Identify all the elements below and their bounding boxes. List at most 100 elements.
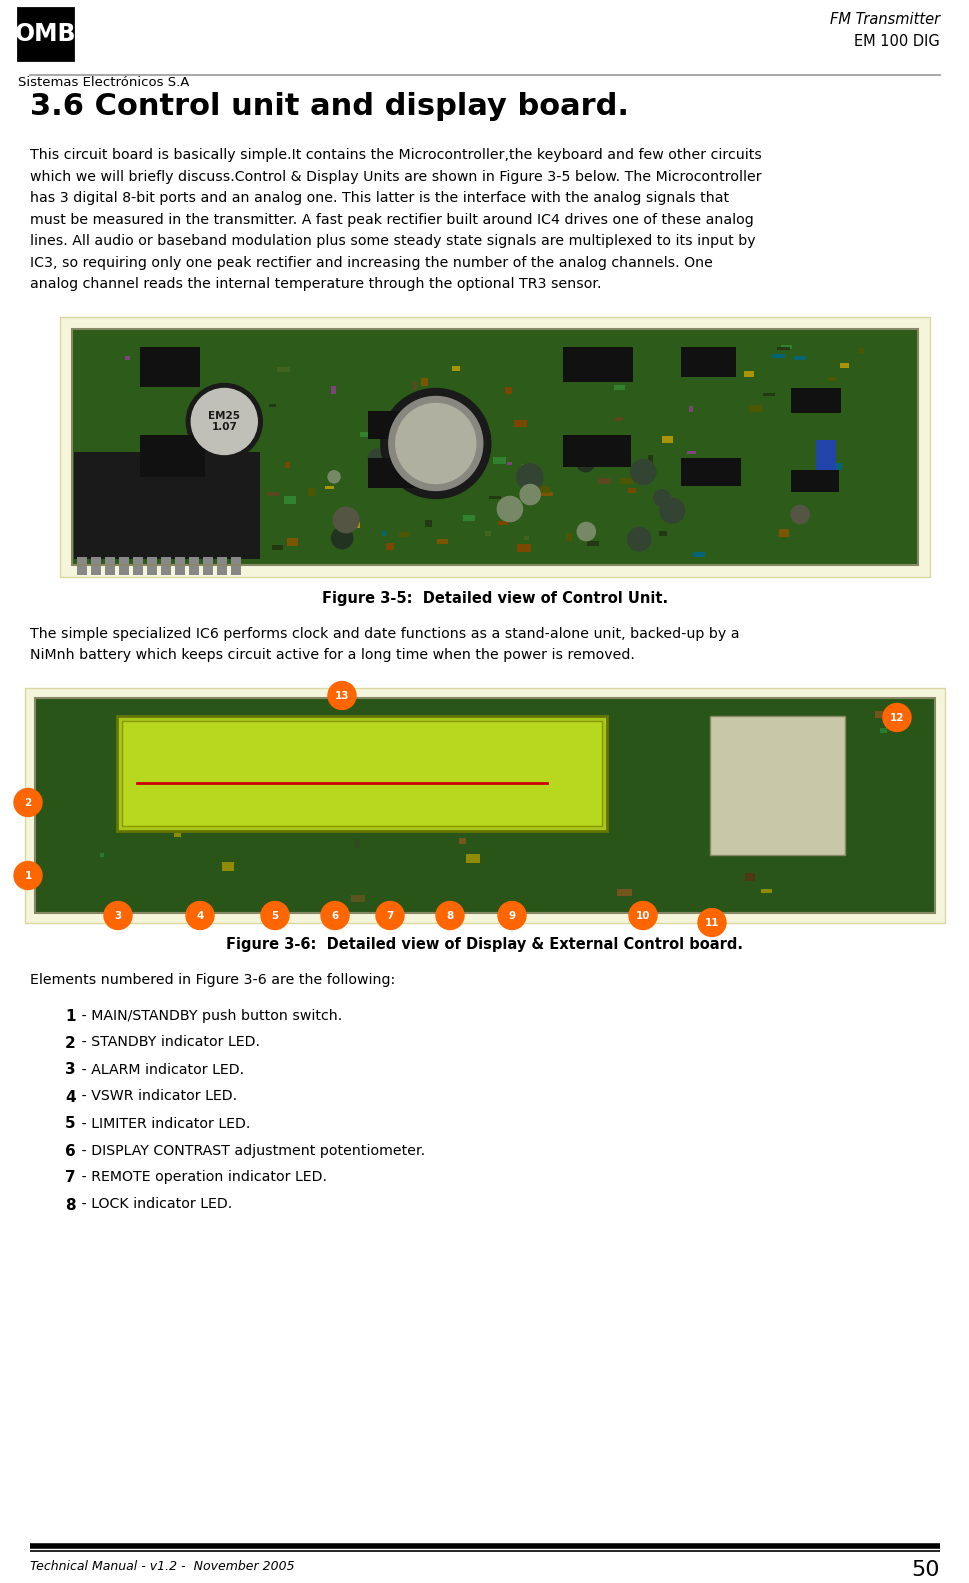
Bar bbox=[502, 507, 515, 510]
Bar bbox=[72, 329, 917, 565]
Bar bbox=[513, 419, 526, 427]
Circle shape bbox=[331, 527, 353, 549]
Text: 9: 9 bbox=[508, 910, 516, 920]
Bar bbox=[330, 386, 336, 394]
Bar bbox=[874, 711, 886, 717]
Bar bbox=[503, 755, 515, 765]
Text: 11: 11 bbox=[704, 918, 718, 928]
Bar bbox=[733, 793, 745, 803]
Bar bbox=[780, 345, 791, 350]
Bar bbox=[460, 407, 468, 413]
Text: 6: 6 bbox=[65, 1143, 76, 1159]
Bar bbox=[367, 424, 380, 431]
Bar bbox=[287, 538, 298, 546]
Text: IC3, so requiring only one peak rectifier and increasing the number of the analo: IC3, so requiring only one peak rectifie… bbox=[30, 255, 712, 269]
Bar bbox=[505, 386, 511, 394]
Bar bbox=[235, 739, 244, 749]
Bar bbox=[266, 492, 279, 497]
Bar bbox=[574, 445, 585, 448]
Text: Sistemas Electrónicos S.A: Sistemas Electrónicos S.A bbox=[18, 76, 189, 89]
Bar bbox=[760, 888, 771, 893]
Bar bbox=[117, 716, 607, 831]
Circle shape bbox=[497, 901, 525, 929]
Bar bbox=[744, 874, 755, 880]
Bar bbox=[359, 432, 370, 437]
Text: has 3 digital 8-bit ports and an analog one. This latter is the interface with t: has 3 digital 8-bit ports and an analog … bbox=[30, 192, 729, 206]
Bar bbox=[713, 742, 726, 746]
Bar bbox=[35, 698, 934, 912]
Circle shape bbox=[333, 507, 359, 533]
Bar bbox=[35, 698, 934, 912]
Bar bbox=[791, 388, 840, 413]
Bar bbox=[763, 393, 774, 396]
Bar bbox=[115, 473, 120, 478]
Bar bbox=[452, 475, 458, 481]
Text: The simple specialized IC6 performs clock and date functions as a stand-alone un: The simple specialized IC6 performs cloc… bbox=[30, 627, 738, 641]
Bar bbox=[132, 457, 141, 461]
Bar bbox=[450, 763, 463, 768]
Bar bbox=[25, 687, 944, 923]
Bar bbox=[307, 489, 315, 495]
Bar bbox=[748, 405, 762, 412]
Circle shape bbox=[14, 788, 42, 817]
Circle shape bbox=[659, 499, 684, 522]
Bar bbox=[189, 557, 199, 575]
Bar bbox=[743, 372, 753, 377]
Text: Figure 3-6:  Detailed view of Display & External Control board.: Figure 3-6: Detailed view of Display & E… bbox=[227, 937, 742, 951]
Bar bbox=[709, 716, 844, 855]
Bar bbox=[402, 742, 411, 752]
Circle shape bbox=[577, 454, 594, 472]
Text: analog channel reads the internal temperature through the optional TR3 sensor.: analog channel reads the internal temper… bbox=[30, 277, 601, 291]
Bar bbox=[239, 760, 255, 769]
Bar bbox=[879, 728, 886, 733]
Bar bbox=[778, 529, 789, 537]
Bar bbox=[284, 774, 291, 784]
Circle shape bbox=[882, 703, 910, 731]
Bar bbox=[285, 462, 290, 469]
Bar bbox=[222, 535, 234, 541]
Bar bbox=[816, 440, 835, 470]
Text: - VSWR indicator LED.: - VSWR indicator LED. bbox=[77, 1089, 236, 1103]
Bar bbox=[175, 469, 185, 475]
Circle shape bbox=[630, 459, 655, 484]
Bar bbox=[747, 784, 752, 787]
Bar bbox=[270, 763, 276, 769]
Bar bbox=[267, 769, 270, 773]
Circle shape bbox=[653, 489, 670, 507]
Bar bbox=[446, 755, 453, 760]
Bar bbox=[452, 366, 459, 370]
Bar bbox=[18, 8, 73, 60]
Bar bbox=[437, 540, 448, 545]
Bar bbox=[325, 486, 333, 489]
Bar bbox=[133, 557, 142, 575]
Text: EM 100 DIG: EM 100 DIG bbox=[854, 33, 939, 49]
Bar bbox=[598, 478, 610, 484]
Text: 12: 12 bbox=[889, 712, 903, 722]
Circle shape bbox=[497, 497, 522, 522]
Bar bbox=[537, 486, 549, 492]
Bar bbox=[562, 347, 632, 383]
Text: 4: 4 bbox=[65, 1089, 76, 1105]
Text: 6: 6 bbox=[331, 910, 338, 920]
Text: - MAIN/STANDBY push button switch.: - MAIN/STANDBY push button switch. bbox=[77, 1008, 342, 1023]
Bar bbox=[562, 435, 630, 467]
Bar bbox=[658, 532, 667, 537]
Text: - DISPLAY CONTRAST adjustment potentiometer.: - DISPLAY CONTRAST adjustment potentiome… bbox=[77, 1143, 424, 1157]
Circle shape bbox=[516, 464, 543, 491]
Bar bbox=[492, 457, 505, 464]
Bar bbox=[541, 492, 552, 497]
Circle shape bbox=[191, 388, 257, 454]
Text: - LOCK indicator LED.: - LOCK indicator LED. bbox=[77, 1197, 232, 1211]
Text: 13: 13 bbox=[334, 690, 349, 701]
Bar bbox=[72, 329, 917, 565]
Circle shape bbox=[186, 901, 214, 929]
Bar bbox=[140, 347, 200, 388]
Bar bbox=[398, 532, 408, 538]
Bar bbox=[198, 773, 212, 776]
Circle shape bbox=[261, 901, 289, 929]
Bar bbox=[388, 757, 403, 761]
Text: must be measured in the transmitter. A fast peak rectifier built around IC4 driv: must be measured in the transmitter. A f… bbox=[30, 212, 753, 226]
Circle shape bbox=[321, 901, 349, 929]
Circle shape bbox=[519, 484, 540, 505]
Text: which we will briefly discuss.Control & Display Units are shown in Figure 3-5 be: which we will briefly discuss.Control & … bbox=[30, 169, 761, 184]
